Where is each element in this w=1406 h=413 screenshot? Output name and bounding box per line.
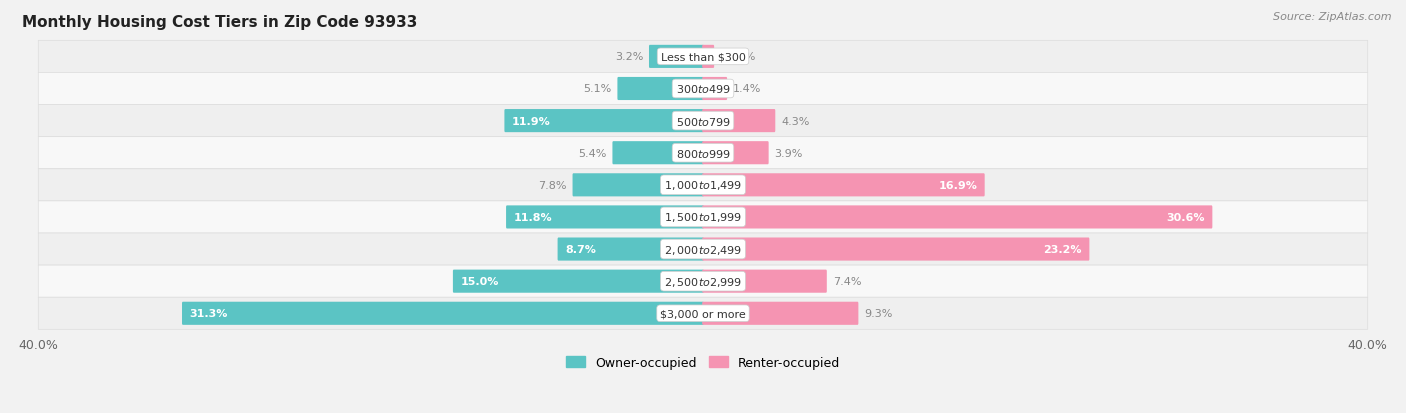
Text: $2,000 to $2,499: $2,000 to $2,499 <box>664 243 742 256</box>
FancyBboxPatch shape <box>702 46 714 69</box>
Text: 1.4%: 1.4% <box>733 84 761 94</box>
Text: Source: ZipAtlas.com: Source: ZipAtlas.com <box>1274 12 1392 22</box>
FancyBboxPatch shape <box>38 233 1368 266</box>
FancyBboxPatch shape <box>38 266 1368 297</box>
FancyBboxPatch shape <box>505 110 704 133</box>
Text: $2,500 to $2,999: $2,500 to $2,999 <box>664 275 742 288</box>
Text: 15.0%: 15.0% <box>460 276 499 287</box>
FancyBboxPatch shape <box>702 238 1090 261</box>
FancyBboxPatch shape <box>38 105 1368 138</box>
Text: $500 to $799: $500 to $799 <box>675 115 731 127</box>
Text: 5.4%: 5.4% <box>578 148 606 158</box>
Text: $800 to $999: $800 to $999 <box>675 147 731 159</box>
FancyBboxPatch shape <box>702 78 727 101</box>
FancyBboxPatch shape <box>38 138 1368 169</box>
FancyBboxPatch shape <box>613 142 704 165</box>
Text: Less than $300: Less than $300 <box>661 52 745 62</box>
FancyBboxPatch shape <box>702 174 984 197</box>
Text: 7.8%: 7.8% <box>538 180 567 190</box>
Text: 9.3%: 9.3% <box>865 309 893 318</box>
Text: 8.7%: 8.7% <box>565 244 596 254</box>
Text: 31.3%: 31.3% <box>190 309 228 318</box>
FancyBboxPatch shape <box>702 270 827 293</box>
Text: $1,500 to $1,999: $1,500 to $1,999 <box>664 211 742 224</box>
FancyBboxPatch shape <box>702 302 859 325</box>
Text: 7.4%: 7.4% <box>832 276 860 287</box>
FancyBboxPatch shape <box>506 206 704 229</box>
Text: 16.9%: 16.9% <box>938 180 977 190</box>
FancyBboxPatch shape <box>702 142 769 165</box>
FancyBboxPatch shape <box>38 73 1368 105</box>
Text: 3.9%: 3.9% <box>775 148 803 158</box>
Text: $3,000 or more: $3,000 or more <box>661 309 745 318</box>
FancyBboxPatch shape <box>181 302 704 325</box>
FancyBboxPatch shape <box>38 202 1368 233</box>
Text: $300 to $499: $300 to $499 <box>675 83 731 95</box>
FancyBboxPatch shape <box>702 206 1212 229</box>
Text: 4.3%: 4.3% <box>782 116 810 126</box>
FancyBboxPatch shape <box>38 41 1368 73</box>
Text: 11.9%: 11.9% <box>512 116 551 126</box>
Text: 3.2%: 3.2% <box>614 52 643 62</box>
Legend: Owner-occupied, Renter-occupied: Owner-occupied, Renter-occupied <box>561 351 845 374</box>
Text: $1,000 to $1,499: $1,000 to $1,499 <box>664 179 742 192</box>
Text: Monthly Housing Cost Tiers in Zip Code 93933: Monthly Housing Cost Tiers in Zip Code 9… <box>21 15 418 30</box>
Text: 30.6%: 30.6% <box>1167 212 1205 223</box>
FancyBboxPatch shape <box>38 169 1368 202</box>
Text: 23.2%: 23.2% <box>1043 244 1081 254</box>
Text: 5.1%: 5.1% <box>583 84 612 94</box>
Text: 0.62%: 0.62% <box>720 52 755 62</box>
FancyBboxPatch shape <box>453 270 704 293</box>
Text: 11.8%: 11.8% <box>513 212 553 223</box>
FancyBboxPatch shape <box>572 174 704 197</box>
FancyBboxPatch shape <box>558 238 704 261</box>
FancyBboxPatch shape <box>617 78 704 101</box>
FancyBboxPatch shape <box>650 46 704 69</box>
FancyBboxPatch shape <box>38 297 1368 330</box>
FancyBboxPatch shape <box>702 110 775 133</box>
